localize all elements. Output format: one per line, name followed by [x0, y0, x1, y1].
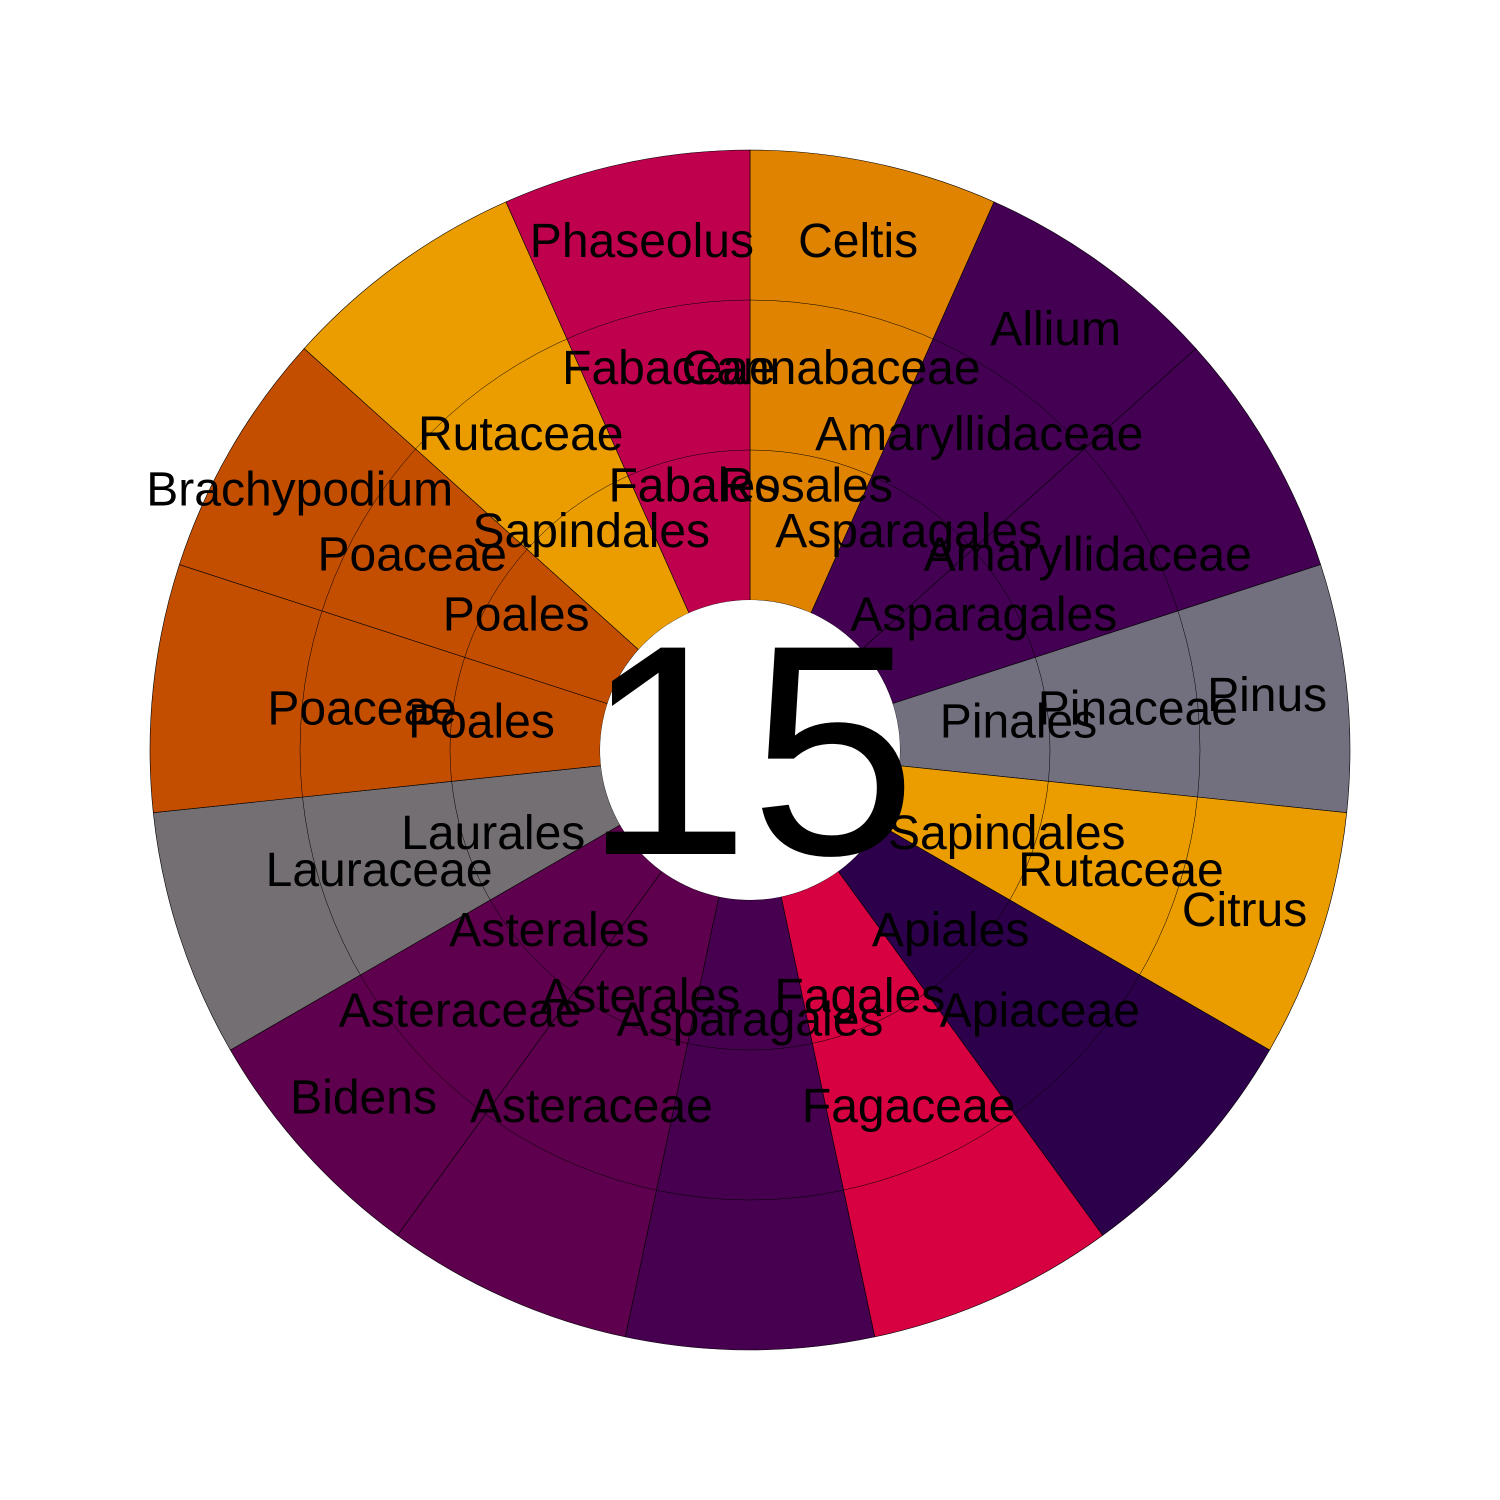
order-label: Fagales — [774, 970, 945, 1023]
genus-label: Phaseolus — [530, 215, 754, 268]
order-label: Asparagales — [850, 589, 1117, 642]
genus-label: Brachypodium — [146, 464, 453, 517]
genus-label: Celtis — [798, 215, 918, 268]
genus-label: Pinus — [1207, 669, 1327, 722]
order-label: Asparagales — [617, 994, 884, 1047]
family-label: Asteraceae — [470, 1080, 713, 1133]
order-label: Sapindales — [888, 807, 1126, 860]
family-label: Fagaceae — [802, 1080, 1016, 1133]
family-label: Poaceae — [267, 683, 457, 736]
ring-divider-layer — [299, 299, 1201, 1201]
family-label: Amaryllidaceae — [815, 408, 1143, 461]
family-label: Lauraceae — [266, 844, 493, 897]
family-label: Poaceae — [318, 529, 508, 582]
order-label: Asterales — [449, 904, 649, 957]
order-label: Poales — [408, 695, 555, 748]
family-label: Amaryllidaceae — [924, 529, 1252, 582]
family-label: Cannabaceae — [682, 342, 981, 395]
genus-label: Bidens — [290, 1071, 437, 1124]
family-label: Asteraceae — [339, 984, 582, 1037]
order-label: Asterales — [540, 970, 740, 1023]
ring-divider — [299, 299, 1201, 1201]
ring-divider — [449, 449, 1051, 1051]
order-label: Asparagales — [775, 505, 1042, 558]
order-label: Apiales — [872, 904, 1029, 957]
order-label: Pinales — [940, 695, 1097, 748]
order-label: Sapindales — [473, 505, 711, 558]
family-label: Apiaceae — [940, 984, 1140, 1037]
label-layer: RosalesCannabaceaeCeltisAsparagalesAmary… — [146, 215, 1327, 1133]
center-hole — [600, 600, 900, 900]
order-label: Poales — [443, 589, 590, 642]
genus-label: Citrus — [1182, 884, 1307, 937]
genus-label: Allium — [990, 303, 1121, 356]
order-label: Fabales — [608, 459, 779, 512]
wedge-layer — [149, 149, 1351, 1351]
family-label: Fabaceae — [562, 342, 776, 395]
center-count-label: 15 — [583, 582, 917, 918]
order-label: Laurales — [401, 807, 585, 860]
order-label: Rosales — [719, 459, 892, 512]
family-label: Rutaceae — [418, 408, 623, 461]
family-label: Rutaceae — [1018, 844, 1223, 897]
family-label: Pinaceae — [1038, 683, 1238, 736]
